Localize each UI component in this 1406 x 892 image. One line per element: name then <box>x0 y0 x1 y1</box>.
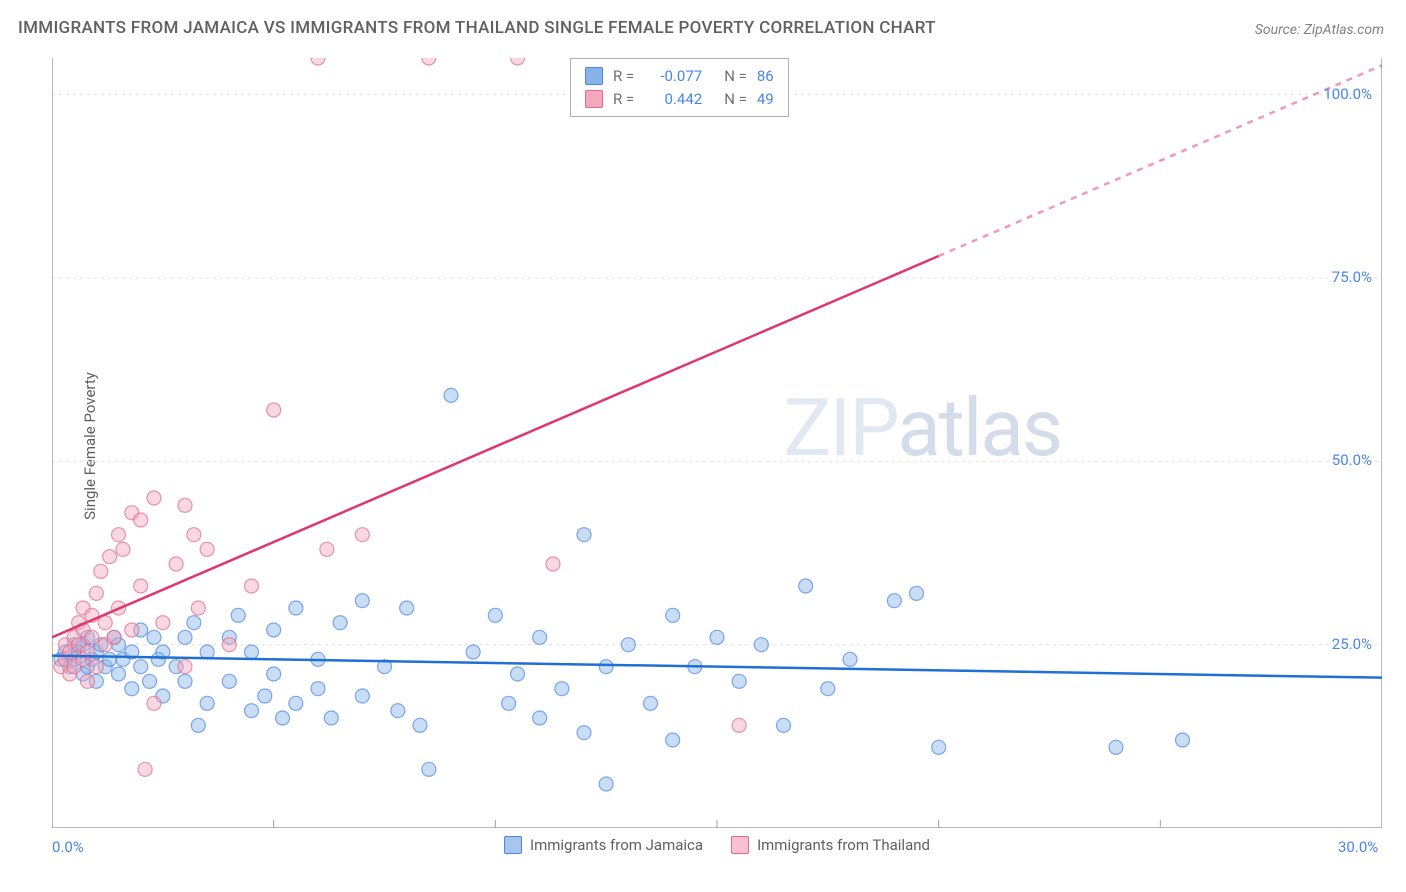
stats-r-label: R = <box>613 88 634 111</box>
x-tick-labels: 0.0% 30.0% <box>52 838 1382 862</box>
y-tick: 75.0% <box>1332 268 1372 286</box>
stats-r-value: -0.077 <box>644 65 702 88</box>
stats-n-label: N = <box>724 88 747 111</box>
scatter-svg <box>52 58 1382 828</box>
stats-n-value: 49 <box>757 88 774 111</box>
plot-area: ZIPatlas R =-0.077N =86R =0.442N =49 25.… <box>52 58 1382 828</box>
stats-r-label: R = <box>613 65 634 88</box>
y-tick: 25.0% <box>1332 635 1372 653</box>
x-tick: 30.0% <box>1338 838 1378 856</box>
chart-title: IMMIGRANTS FROM JAMAICA VS IMMIGRANTS FR… <box>18 18 936 38</box>
source-label: Source: ZipAtlas.com <box>1255 22 1384 38</box>
stats-r-value: 0.442 <box>644 88 702 111</box>
stats-swatch <box>585 90 603 108</box>
y-tick: 100.0% <box>1323 85 1372 103</box>
stats-row: R = -0.077 N = 86 <box>585 65 774 88</box>
correlation-stats-box: R = -0.077 N = 86 R = 0.442 N = 49 <box>570 58 789 117</box>
stats-n-label: N = <box>724 65 747 88</box>
stats-n-value: 86 <box>757 65 774 88</box>
x-tick: 0.0% <box>52 838 84 856</box>
stats-swatch <box>585 67 603 85</box>
stats-row: R = 0.442 N = 49 <box>585 88 774 111</box>
y-tick: 50.0% <box>1332 451 1372 469</box>
